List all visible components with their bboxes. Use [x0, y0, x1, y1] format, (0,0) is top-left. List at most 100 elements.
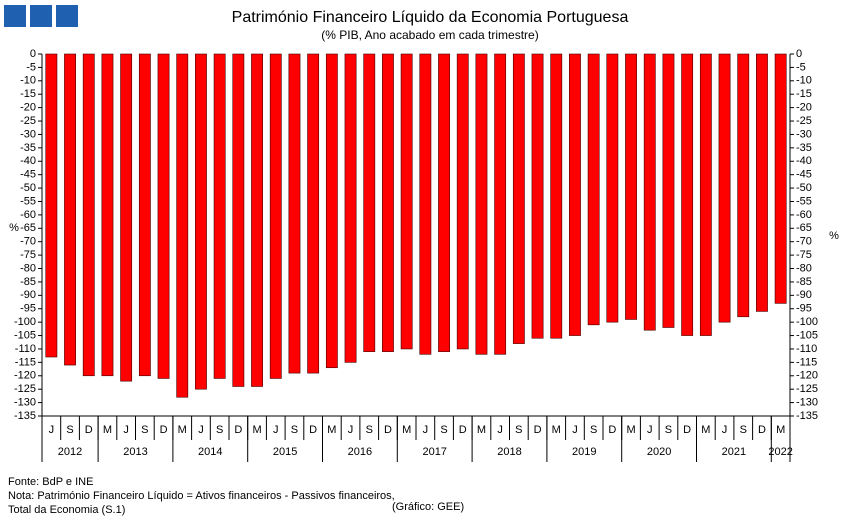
y2-tick-label: -30	[796, 128, 812, 140]
y2-tick-label: -40	[796, 155, 812, 167]
credit: (Gráfico: GEE)	[392, 501, 464, 513]
x-tick-label: J	[497, 424, 503, 436]
x-tick-label: J	[722, 424, 728, 436]
logo-square	[56, 5, 78, 27]
y-tick-label: -100	[14, 316, 36, 328]
bar	[512, 53, 525, 344]
y2-axis-label: %	[829, 230, 839, 242]
x-tick-label: J	[348, 424, 354, 436]
y2-tick-label: -70	[796, 236, 812, 248]
x-tick-label: M	[626, 424, 635, 436]
bar	[82, 53, 95, 377]
year-label: 2012	[58, 446, 82, 458]
y2-tick-label: -65	[796, 222, 812, 234]
y2-tick-label: -110	[796, 343, 817, 355]
x-tick-label: M	[477, 424, 486, 436]
y2-tick-label: -10	[796, 75, 812, 87]
x-tick-label: M	[103, 424, 112, 436]
bar	[756, 53, 768, 312]
bar	[737, 53, 750, 318]
bar	[606, 53, 619, 323]
y2-tick-label: -120	[796, 370, 818, 382]
x-tick-label: J	[49, 424, 55, 436]
bar	[774, 53, 787, 304]
y-tick-label: -105	[14, 329, 36, 341]
x-tick-label: J	[647, 424, 653, 436]
bar	[662, 53, 675, 328]
y-tick-label: -70	[20, 236, 36, 248]
x-tick-label: D	[683, 424, 691, 436]
bar	[251, 53, 263, 387]
chart-title: Património Financeiro Líquido da Economi…	[232, 9, 629, 26]
note: Fonte: BdP e INE	[8, 476, 93, 488]
x-tick-label: S	[665, 424, 672, 436]
x-tick-label: J	[572, 424, 578, 436]
bar	[456, 53, 469, 350]
y2-tick-label: -90	[796, 289, 812, 301]
y2-tick-label: -50	[796, 182, 812, 194]
year-label: 2013	[123, 446, 147, 458]
bar	[269, 53, 282, 379]
bar	[195, 53, 207, 390]
y-tick-label: -30	[20, 128, 36, 140]
bar	[475, 53, 488, 355]
y-tick-label: -125	[14, 383, 36, 395]
y-tick-label: -130	[14, 396, 36, 408]
x-tick-label: J	[273, 424, 279, 436]
y2-tick-label: -5	[796, 61, 806, 73]
bar	[157, 53, 170, 379]
note: Total da Economia (S.1)	[8, 504, 125, 516]
x-tick-label: J	[198, 424, 204, 436]
y-tick-label: -40	[20, 155, 36, 167]
y2-tick-label: -130	[796, 396, 818, 408]
x-tick-label: M	[701, 424, 710, 436]
y2-tick-label: -115	[796, 356, 817, 368]
bar	[138, 53, 151, 377]
bar	[325, 53, 338, 369]
x-tick-label: D	[309, 424, 317, 436]
x-tick-label: S	[291, 424, 298, 436]
x-tick-label: S	[366, 424, 373, 436]
bar	[213, 53, 226, 379]
bar	[344, 53, 357, 363]
x-tick-label: S	[141, 424, 148, 436]
chart-subtitle: (% PIB, Ano acabado em cada trimestre)	[321, 28, 538, 42]
y-tick-label: -25	[20, 115, 36, 127]
y-tick-label: -80	[20, 262, 36, 274]
x-tick-label: D	[234, 424, 242, 436]
year-label: 2015	[273, 446, 297, 458]
bar	[101, 53, 114, 377]
x-tick-label: M	[327, 424, 336, 436]
bar	[363, 53, 376, 352]
y-tick-label: -55	[20, 195, 36, 207]
bar	[531, 53, 544, 339]
y-tick-label: -5	[26, 61, 36, 73]
year-label: 2019	[572, 446, 596, 458]
x-tick-label: J	[123, 424, 129, 436]
y-tick-label: -135	[14, 410, 36, 422]
y2-tick-label: -125	[796, 383, 818, 395]
y-tick-label: -115	[15, 356, 36, 368]
y2-tick-label: 0	[796, 48, 802, 60]
y-tick-label: -110	[15, 343, 36, 355]
x-tick-label: S	[440, 424, 447, 436]
year-label: 2017	[422, 446, 446, 458]
x-tick-label: S	[590, 424, 597, 436]
year-label: 2020	[647, 446, 671, 458]
bar	[569, 53, 581, 336]
y-tick-label: -95	[20, 303, 36, 315]
bar	[288, 53, 301, 374]
y2-tick-label: -75	[796, 249, 812, 261]
logo-square	[4, 5, 26, 27]
x-tick-label: D	[459, 424, 467, 436]
bar	[718, 53, 731, 323]
x-tick-label: M	[252, 424, 261, 436]
logo-square	[30, 5, 52, 27]
y2-tick-label: -105	[796, 329, 818, 341]
y-tick-label: -75	[20, 249, 36, 261]
y2-tick-label: -85	[796, 276, 812, 288]
y2-tick-label: -80	[796, 262, 812, 274]
bar	[494, 53, 507, 355]
bar	[120, 53, 133, 382]
